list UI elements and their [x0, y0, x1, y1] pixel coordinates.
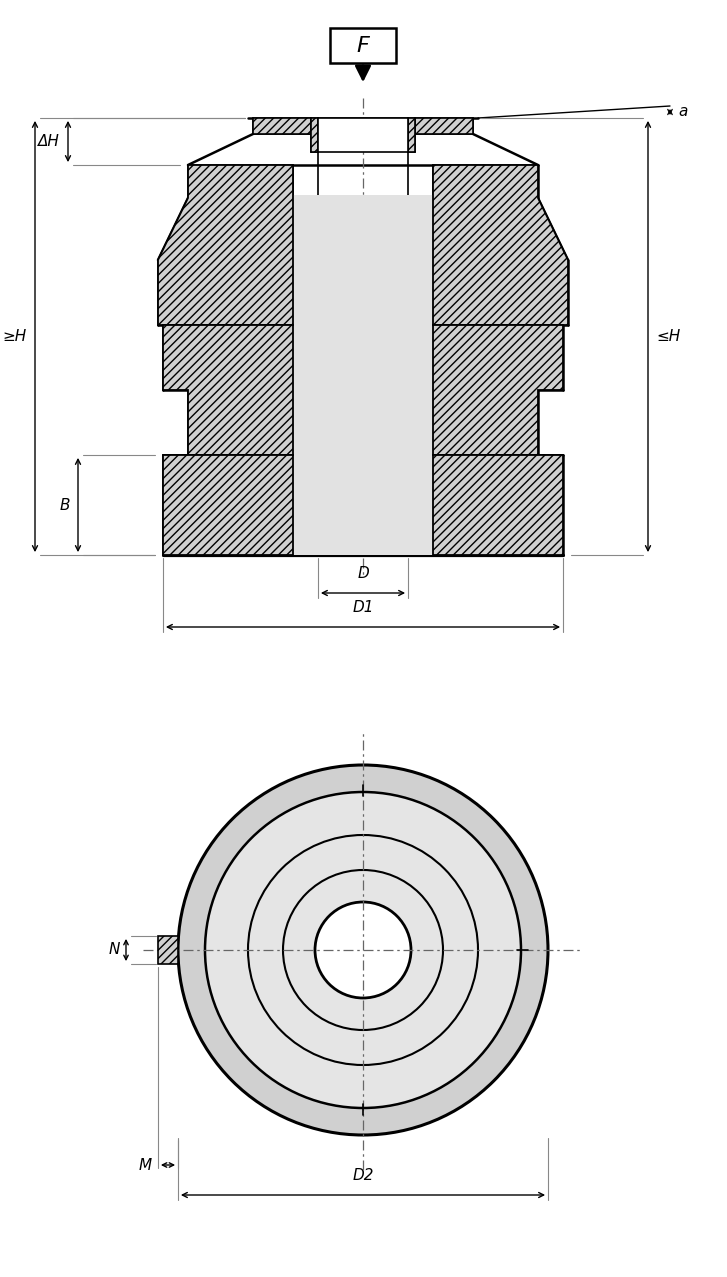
Bar	[330, 28, 396, 63]
Circle shape	[178, 765, 548, 1135]
Circle shape	[315, 902, 411, 999]
Circle shape	[205, 792, 521, 1108]
Text: D: D	[357, 566, 369, 581]
Circle shape	[283, 870, 443, 1031]
Text: D2: D2	[353, 1168, 374, 1183]
Polygon shape	[318, 117, 408, 152]
Text: F: F	[357, 36, 369, 55]
Polygon shape	[158, 936, 178, 964]
Polygon shape	[433, 326, 563, 455]
Text: ≤H: ≤H	[656, 329, 680, 344]
Polygon shape	[163, 455, 293, 555]
Text: a: a	[678, 105, 687, 120]
Polygon shape	[311, 117, 318, 152]
Text: D1: D1	[353, 600, 374, 616]
Polygon shape	[163, 326, 293, 455]
Text: M: M	[139, 1157, 152, 1172]
Polygon shape	[253, 117, 311, 134]
Polygon shape	[433, 455, 563, 555]
Polygon shape	[415, 117, 473, 134]
Polygon shape	[158, 165, 293, 326]
Text: N: N	[108, 942, 120, 958]
Text: ΔH: ΔH	[38, 134, 60, 149]
Polygon shape	[433, 165, 568, 326]
Text: B: B	[60, 498, 70, 512]
Polygon shape	[293, 195, 433, 555]
Text: ≥H: ≥H	[3, 329, 27, 344]
Circle shape	[248, 835, 478, 1065]
Polygon shape	[408, 117, 415, 152]
